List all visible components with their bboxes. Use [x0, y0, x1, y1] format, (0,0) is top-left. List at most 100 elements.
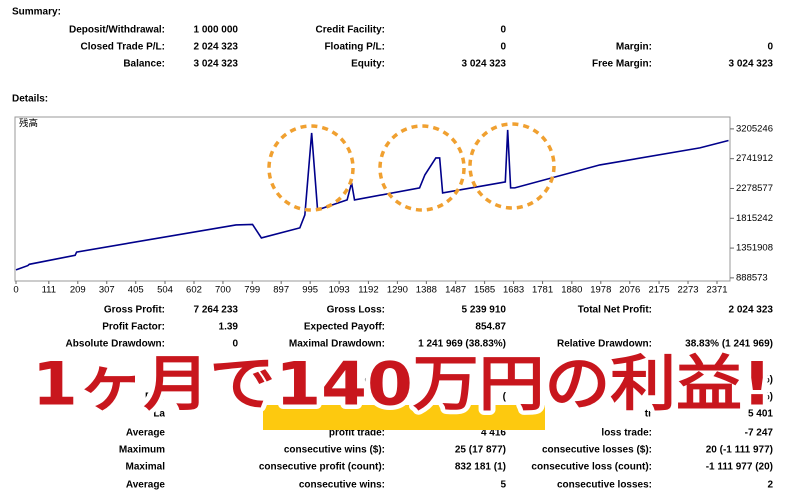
field-value: 0 — [767, 42, 773, 53]
x-tick-label: 1585 — [474, 285, 495, 296]
field-value: 25 (17 877) — [455, 445, 506, 456]
y-tick-label: 2278577 — [736, 183, 773, 194]
field-label: Free Margin: — [592, 59, 652, 70]
highlight — [263, 405, 545, 430]
field-label: La — [153, 409, 165, 420]
x-tick-label: 799 — [244, 285, 260, 296]
field-label: Expected Payoff: — [304, 322, 385, 333]
field-label: Maximal — [126, 462, 166, 473]
field-label: Equity: — [351, 59, 385, 70]
field-value: 5 239 910 — [462, 305, 507, 316]
field-label: profit trade: — [329, 428, 385, 439]
field-label: Maximum — [119, 445, 165, 456]
field-value: 20 (-1 111 977) — [706, 445, 773, 456]
x-tick-label: 1388 — [416, 285, 437, 296]
highlight-circles — [267, 122, 556, 212]
field-value: 0 — [500, 25, 506, 36]
field-label: consecutive losses: — [557, 480, 652, 491]
circle — [267, 124, 355, 212]
section-title: Summary: — [12, 7, 61, 18]
field-value: 0 — [232, 339, 238, 350]
field-label: loss trade: — [601, 428, 652, 439]
field-value: 5 — [500, 480, 506, 491]
field-value: 5 401 — [748, 409, 773, 420]
tables: Deposit/Withdrawal: 1 000 000 Credit Facil… — [66, 25, 774, 491]
field-label: Average — [126, 428, 166, 439]
field-label: Balance: — [123, 59, 165, 70]
field-value: 3 024 323 — [729, 59, 774, 70]
section-title: Details: — [12, 94, 48, 105]
x-tick-label: 1290 — [387, 285, 408, 296]
field-value: 1.39 — [219, 322, 239, 333]
x-tick-label: 504 — [157, 285, 173, 296]
y-tick-label: 1815242 — [736, 213, 773, 224]
field-value: 38.83% (1 241 969) — [685, 339, 773, 350]
chart-label: 残高 — [19, 118, 38, 130]
field-label: consecutive losses ($): — [542, 445, 652, 456]
x-tick-label: 995 — [302, 285, 318, 296]
field-label: Maximal Drawdown: — [289, 339, 385, 350]
field-label: Profit Factor: — [102, 322, 165, 333]
field-value: 832 181 (1) — [455, 462, 506, 473]
field-label: consecutive wins: — [299, 480, 385, 491]
field-value: 2 024 323 — [729, 305, 774, 316]
field-label: Credit Facility: — [316, 25, 385, 36]
field-value: ( — [503, 375, 507, 386]
field-label: Closed Trade P/L: — [81, 42, 165, 53]
x-tick-label: 897 — [273, 285, 289, 296]
field-label: tr — [645, 409, 652, 420]
x-tick-label: 2175 — [648, 285, 669, 296]
x-tick-label: 1880 — [561, 285, 582, 296]
field-value: 2 — [767, 480, 773, 491]
field-label: a — [159, 375, 165, 386]
x-tick-label: 209 — [70, 285, 86, 296]
x-tick-label: 307 — [99, 285, 115, 296]
x-tick-label: 2371 — [706, 285, 727, 296]
field-label: Prof — [145, 392, 166, 403]
x-tick-label: 111 — [42, 285, 56, 296]
y-tick-label: 2741912 — [736, 153, 773, 164]
x-tick-label: 602 — [186, 285, 202, 296]
x-tick-label: 2273 — [677, 285, 698, 296]
field-label: Average — [126, 480, 166, 491]
field-value: 53%) — [750, 392, 773, 403]
field-label: Margin: — [616, 42, 652, 53]
x-tick-label: 1487 — [445, 285, 466, 296]
field-value: -1 111 977 (20) — [706, 462, 773, 473]
banner: 1ヶ月で140万円の利益! — [32, 350, 772, 420]
y-tick-label: 3205246 — [736, 123, 773, 134]
field-label: Gross Profit: — [104, 305, 165, 316]
x-tick-label: 2076 — [619, 285, 640, 296]
field-label: consecutive profit (count): — [259, 462, 385, 473]
x-tick-label: 1683 — [503, 285, 524, 296]
field-label: ositi — [364, 375, 385, 386]
field-label: Gross Loss: — [327, 305, 385, 316]
y-tick-label: 888573 — [736, 272, 768, 283]
field-value: 1 000 000 — [194, 25, 239, 36]
field-value: 1 241 969 (38.83%) — [418, 339, 506, 350]
field-label: Deposit/Withdrawal: — [69, 25, 165, 36]
field-value: 72%) — [750, 375, 773, 386]
x-tick-label: 1978 — [590, 285, 611, 296]
y-tick-label: 1351908 — [736, 243, 773, 254]
field-value: -7 247 — [745, 428, 774, 439]
field-value: 3 024 323 — [462, 59, 507, 70]
field-label: Absolute Drawdown: — [66, 339, 165, 350]
field-value: 4 416 — [481, 428, 506, 439]
x-tick-label: 405 — [128, 285, 144, 296]
field-label: Relative Drawdown: — [557, 339, 652, 350]
field-value: 2 024 323 — [194, 42, 239, 53]
x-tick-label: 1093 — [329, 285, 350, 296]
x-tick-label: 1781 — [532, 285, 553, 296]
field-label: Floating P/L: — [324, 42, 385, 53]
field-value: 7 264 233 — [194, 305, 239, 316]
chart-frame — [14, 116, 731, 282]
field-label: consecutive loss (count): — [531, 462, 652, 473]
field-label: Total Net Profit: — [578, 305, 652, 316]
circle — [378, 124, 466, 212]
field-label: consecutive wins ($): — [284, 445, 385, 456]
plot: 3205246 2741912 2278577 1815242 1351908 88857… — [13, 123, 773, 295]
field-value: 0 — [500, 42, 506, 53]
field-value: 854.87 — [475, 322, 506, 333]
